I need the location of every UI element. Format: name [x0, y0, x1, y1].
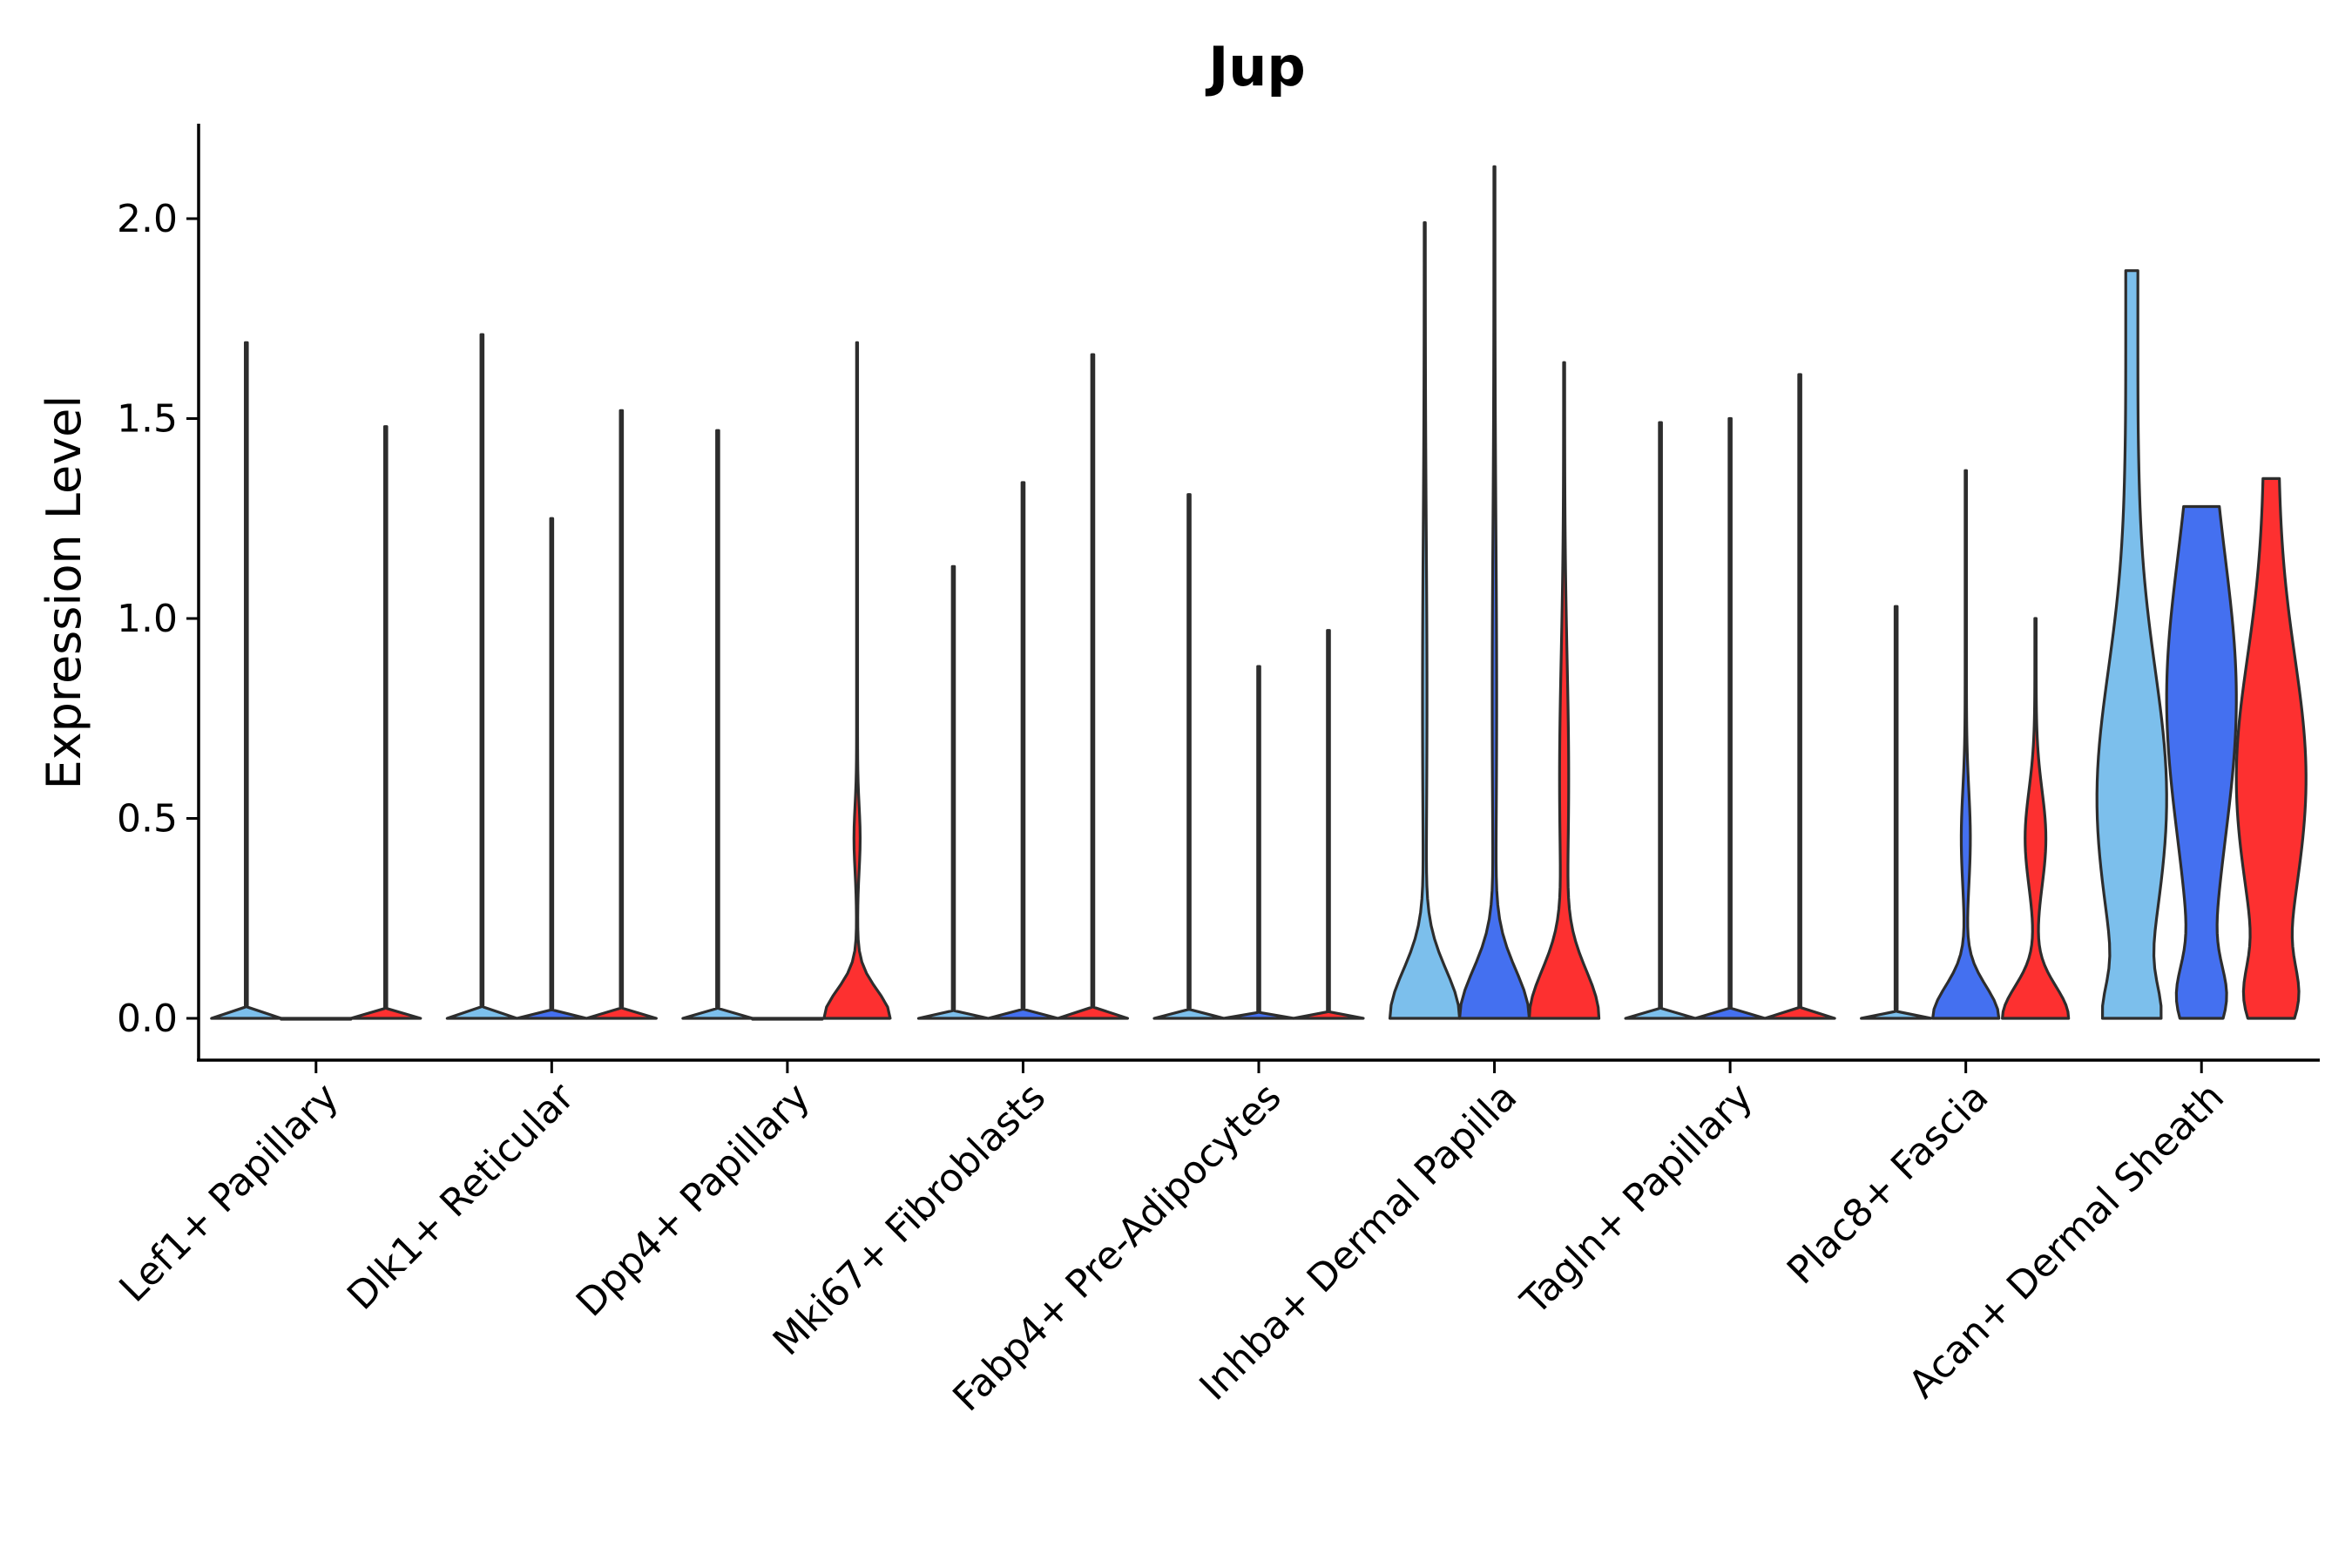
- violin-6-1: [1693, 416, 1767, 1020]
- violin-4-0: [1152, 493, 1226, 1020]
- x-tick-label: Tagln+ Papillary: [1512, 1075, 1761, 1324]
- violin-7-1: [1931, 469, 2001, 1020]
- violin-3-2: [1056, 353, 1130, 1020]
- violin-2-0: [681, 429, 754, 1020]
- violin-6-2: [1763, 373, 1836, 1020]
- violin-layer: [210, 165, 2308, 1021]
- violin-2-2: [822, 341, 892, 1020]
- violin-6-0: [1624, 421, 1697, 1020]
- violin-7-2: [2001, 617, 2071, 1020]
- violin-3-1: [986, 481, 1060, 1020]
- y-tick-label: 1.5: [117, 397, 178, 442]
- x-tick-label: Dlk1+ Reticular: [339, 1074, 584, 1319]
- y-tick-label: 0.5: [117, 797, 178, 841]
- violin-0-1: [280, 1017, 353, 1021]
- violin-1-2: [585, 409, 658, 1020]
- violin-5-0: [1388, 220, 1462, 1020]
- x-tick-label: Mki67+ Fibroblasts: [765, 1075, 1054, 1364]
- violin-1-1: [515, 517, 588, 1020]
- violin-5-2: [1527, 361, 1601, 1020]
- x-tick-label: Lef1+ Papillary: [111, 1075, 347, 1311]
- violin-8-2: [2234, 476, 2308, 1020]
- violin-1-0: [445, 333, 518, 1020]
- y-tick-label: 2.0: [117, 197, 178, 241]
- violin-3-0: [916, 564, 990, 1020]
- violin-5-1: [1457, 165, 1531, 1020]
- x-tick-label: Plac8+ Fascia: [1779, 1075, 1997, 1294]
- violin-2-1: [751, 1017, 824, 1021]
- violin-7-0: [1860, 605, 1933, 1020]
- violin-8-1: [2165, 504, 2238, 1020]
- y-tick-label: 1.0: [117, 597, 178, 641]
- violin-0-0: [210, 341, 283, 1020]
- y-axis-label: Expression Level: [37, 395, 91, 790]
- chart-title: Jup: [1205, 35, 1306, 98]
- violin-8-0: [2095, 269, 2168, 1020]
- y-tick-label: 0.0: [117, 997, 178, 1041]
- violin-4-1: [1222, 665, 1295, 1020]
- y-axis-ticks: 0.0 0.5 1.0 1.5 2.0: [117, 197, 199, 1041]
- violin-4-2: [1292, 629, 1365, 1020]
- x-tick-label: Dpp4+ Papillary: [568, 1075, 819, 1326]
- violin-0-2: [349, 425, 422, 1020]
